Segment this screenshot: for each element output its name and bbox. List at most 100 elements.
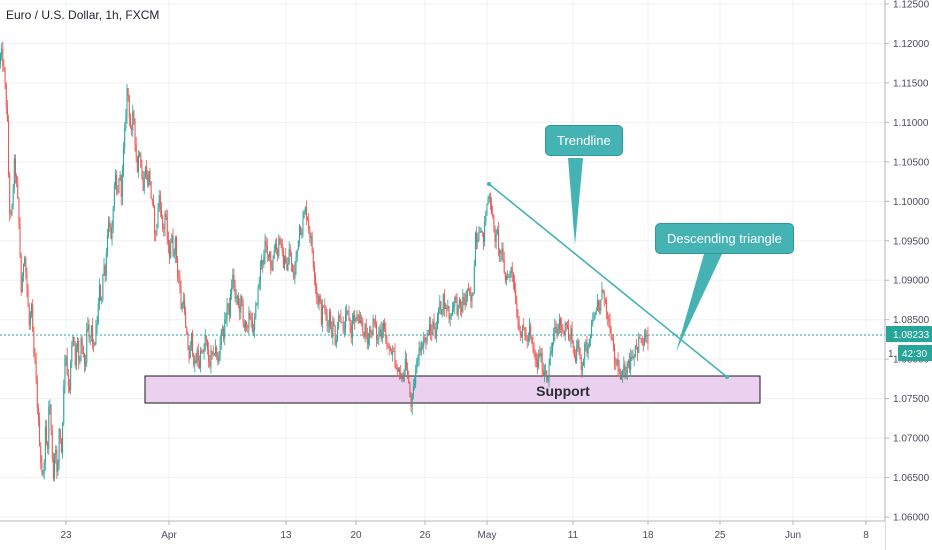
candle-body (326, 315, 328, 327)
candle-body (585, 341, 587, 345)
candle-body (184, 300, 185, 312)
candle-body (571, 328, 573, 341)
candle-body (139, 153, 141, 156)
candle-body (380, 329, 382, 339)
candle-body (584, 344, 586, 360)
candle-body (264, 240, 266, 257)
candle-body (616, 359, 618, 365)
candle-body (2, 48, 4, 66)
candle-body (509, 274, 511, 278)
x-tick-label: Apr (161, 530, 177, 541)
candle-body (113, 185, 115, 208)
candle-body (547, 380, 549, 382)
candle-body (410, 395, 412, 407)
candle-body (273, 250, 275, 259)
trendline[interactable] (488, 183, 728, 378)
candle-body (633, 356, 635, 358)
candle-body (14, 158, 16, 177)
candle-body (13, 158, 15, 188)
candle-body (535, 359, 537, 361)
candle-body (363, 331, 365, 338)
candle-body (20, 255, 22, 293)
candle-body (108, 221, 110, 236)
candle-body (403, 369, 405, 382)
candle-body (418, 347, 420, 359)
candle-body (401, 376, 403, 379)
candle-body (608, 318, 610, 321)
candle-body (602, 290, 604, 293)
candle-body (541, 353, 543, 371)
candle-body (216, 347, 218, 358)
candle-body (356, 315, 358, 321)
price-axis-background (885, 0, 932, 550)
candle-body (592, 320, 594, 324)
candle-body (371, 332, 373, 335)
time-axis[interactable]: 23 Apr 13 20 26 May 11 18 25 Jun 8 (60, 521, 869, 541)
candle-body (396, 368, 398, 372)
candle-body (336, 328, 338, 340)
candle-body (231, 287, 233, 295)
candle-body (59, 428, 61, 439)
support-zone[interactable] (144, 375, 761, 404)
y-tick-label: 1.09000 (893, 276, 930, 287)
candle-body (454, 296, 456, 307)
candle-body (646, 334, 648, 336)
candle-body (402, 376, 404, 382)
candle-body (44, 427, 46, 463)
candle-body (445, 308, 447, 309)
candle-body (428, 324, 430, 335)
candle-body (52, 458, 54, 479)
candle-body (520, 335, 522, 337)
candle-body (62, 422, 64, 453)
candle-body (423, 337, 425, 346)
trendline-callout[interactable]: Trendline (545, 125, 623, 156)
candle-body (106, 235, 108, 254)
candle-body (173, 254, 175, 256)
candle-body (589, 335, 591, 340)
candle-body (141, 167, 143, 179)
candle-body (259, 265, 261, 283)
candle-body (281, 243, 283, 252)
candle-body (595, 310, 597, 315)
candle-body (439, 301, 441, 310)
candle-body (318, 295, 320, 305)
candle-body (330, 311, 332, 329)
candle-body (265, 240, 267, 245)
candle-body (555, 326, 557, 328)
candle-body (313, 267, 315, 278)
candle-body (374, 322, 376, 325)
candle-body (246, 321, 248, 326)
candle-body (39, 420, 41, 446)
candle-body (316, 285, 318, 298)
candle-body (207, 340, 208, 350)
candle-body (561, 325, 563, 331)
candle-body (56, 450, 58, 472)
candle-body (138, 155, 139, 172)
candle-body (57, 462, 59, 472)
candle-body (34, 353, 36, 362)
candle-body (188, 349, 190, 359)
candle-body (322, 306, 323, 325)
candle-body (129, 117, 131, 129)
candle-body (499, 249, 501, 254)
candle-body (70, 362, 72, 391)
candle-body (221, 328, 223, 330)
trendline-start-handle[interactable] (487, 182, 491, 186)
candle-body (477, 240, 479, 243)
candle-body (51, 430, 53, 459)
candle-body (494, 225, 496, 242)
candle-body (36, 380, 38, 409)
candle-body (303, 212, 305, 218)
candle-body (254, 317, 256, 331)
candle-body (152, 201, 154, 207)
trendline-end-handle[interactable] (725, 375, 729, 379)
candle-body (6, 107, 8, 122)
descending-triangle-callout[interactable]: Descending triangle (655, 223, 794, 254)
candle-body (370, 329, 372, 333)
candle-body (284, 255, 286, 269)
countdown-prefix: 1 (888, 349, 894, 360)
candle-body (286, 263, 288, 271)
candle-body (241, 296, 243, 304)
candle-body (397, 369, 399, 372)
